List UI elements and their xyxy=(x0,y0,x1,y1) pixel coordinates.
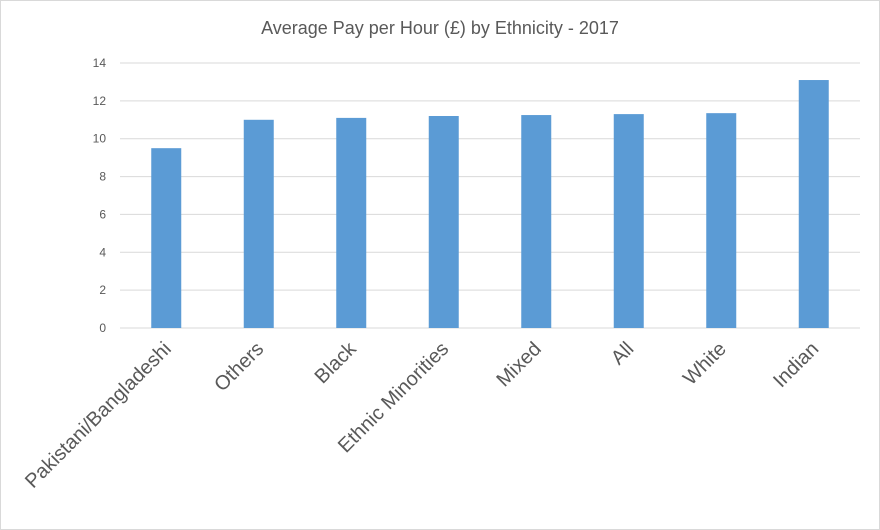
bar-white xyxy=(706,113,737,329)
bar-mixed xyxy=(521,115,552,328)
bar-all xyxy=(613,114,644,328)
x-category-label: Pakistani/Bangladeshi xyxy=(21,338,176,493)
bar-indian xyxy=(798,80,829,329)
y-tick-label: 2 xyxy=(99,283,106,297)
chart-title: Average Pay per Hour (£) by Ethnicity - … xyxy=(261,18,619,38)
bars xyxy=(151,80,829,329)
bar-pakistani-bangladeshi xyxy=(151,148,182,328)
x-category-label: Indian xyxy=(769,338,823,392)
gridlines xyxy=(120,62,860,329)
x-category-label: White xyxy=(679,338,731,390)
bar-others xyxy=(243,119,274,329)
x-category-label: All xyxy=(607,338,638,369)
y-tick-label: 12 xyxy=(93,94,107,108)
y-tick-label: 14 xyxy=(93,56,107,70)
x-category-label: Others xyxy=(210,338,268,396)
y-tick-label: 8 xyxy=(99,170,106,184)
bar-black xyxy=(336,117,367,329)
y-axis-ticks: 0 2 4 6 8 10 12 14 xyxy=(93,56,107,335)
y-tick-label: 10 xyxy=(93,132,107,146)
x-category-label: Black xyxy=(311,337,362,388)
bar-ethnic-minorities xyxy=(428,116,459,328)
y-tick-label: 0 xyxy=(99,321,106,335)
y-tick-label: 4 xyxy=(99,245,106,259)
x-category-label: Mixed xyxy=(492,338,545,391)
y-tick-label: 6 xyxy=(99,207,106,221)
